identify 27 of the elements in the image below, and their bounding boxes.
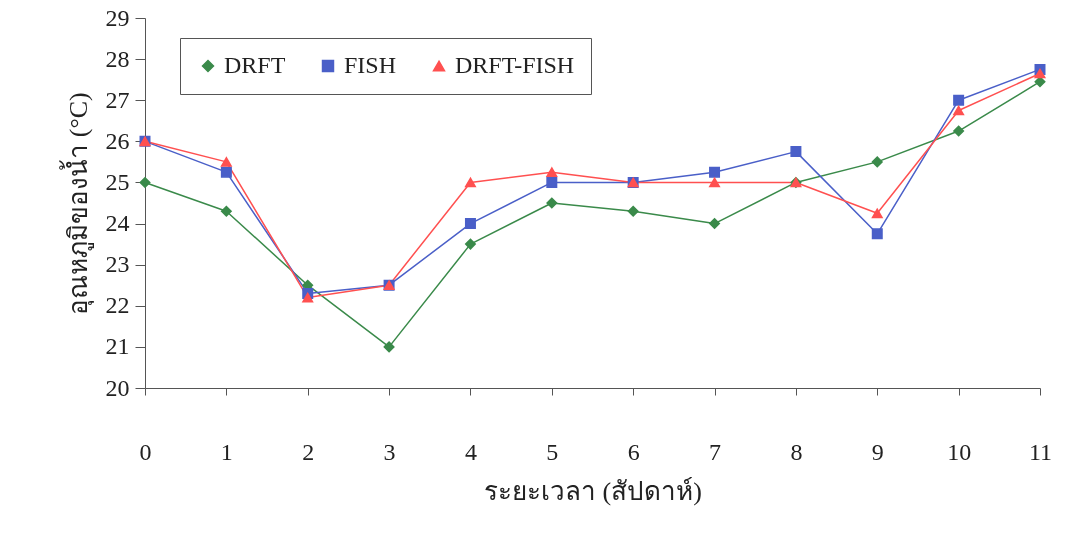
y-tick-label: 22 [105, 292, 130, 319]
x-axis-title: ระยะเวลา (สัปดาห์) [484, 476, 702, 506]
y-tick-label: 25 [105, 168, 130, 195]
y-tick-label: 27 [105, 86, 130, 113]
legend-label: DRFT [224, 52, 286, 78]
x-tick-label: 10 [947, 438, 972, 465]
x-tick-label: 5 [546, 438, 559, 465]
legend-label: FISH [344, 52, 397, 78]
x-tick-label: 6 [627, 438, 640, 465]
x-tick-label: 3 [383, 438, 396, 465]
x-tick-label: 7 [709, 438, 722, 465]
y-tick-label: 21 [105, 333, 130, 360]
y-tick-label: 28 [105, 45, 130, 72]
y-tick-label: 29 [105, 4, 130, 31]
x-tick-label: 2 [302, 438, 315, 465]
x-tick-label: 4 [464, 438, 477, 465]
y-tick-label: 23 [105, 251, 130, 278]
y-tick-label: 26 [105, 127, 130, 154]
y-tick-label: 20 [105, 374, 130, 401]
x-tick-label: 1 [220, 438, 233, 465]
y-axis-title: อุณหภูมิของน้ำ (°C) [58, 92, 94, 315]
x-tick-label: 11 [1028, 438, 1053, 465]
x-tick-label: 9 [871, 438, 884, 465]
y-tick-label: 24 [105, 210, 130, 237]
legend-label: DRFT-FISH [455, 52, 575, 78]
x-tick-label: 0 [139, 438, 152, 465]
x-tick-label: 8 [790, 438, 803, 465]
